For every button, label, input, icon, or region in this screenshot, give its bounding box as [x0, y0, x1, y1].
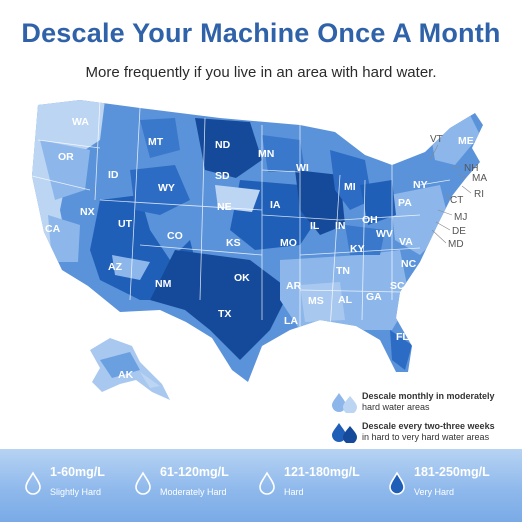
- state-label: TN: [336, 265, 350, 277]
- state-label: GA: [366, 291, 382, 303]
- state-label: TX: [218, 308, 231, 320]
- state-label: UT: [118, 218, 133, 230]
- state-label: KY: [350, 243, 365, 255]
- state-label: AZ: [108, 261, 123, 273]
- state-callout: DE: [452, 226, 466, 237]
- state-label: CO: [167, 230, 183, 242]
- state-label: ND: [215, 139, 231, 151]
- state-label: OH: [362, 214, 378, 226]
- hardness-label: Moderately Hard: [160, 487, 227, 497]
- legend-moderate-bold: Descale monthly in moderately: [362, 391, 495, 401]
- hardness-scale-bar: 1-60mg/L Slightly Hard 61-120mg/L Modera…: [0, 449, 522, 522]
- page-subtitle: More frequently if you live in an area w…: [85, 64, 437, 81]
- state-label: VA: [399, 236, 413, 248]
- state-label: FL: [396, 331, 409, 343]
- state-label: OR: [58, 151, 74, 163]
- hardness-range: 181-250mg/L: [414, 465, 490, 479]
- state-label: NE: [217, 201, 232, 213]
- state-label: PA: [398, 197, 412, 209]
- hardness-label: Very Hard: [414, 487, 455, 497]
- legend-hard-rest: in hard to very hard water areas: [362, 432, 490, 442]
- hardness-range: 1-60mg/L: [50, 465, 105, 479]
- state-callout: NH: [464, 163, 478, 174]
- state-label: WA: [72, 116, 89, 128]
- state-label: NM: [155, 278, 172, 290]
- drop-filled-icon: [389, 471, 405, 495]
- state-labels: WA OR CA NX ID MT WY UT AZ CO NM ND SD N…: [45, 116, 428, 381]
- state-label: CA: [45, 223, 61, 235]
- state-label: MS: [308, 295, 324, 307]
- state-callout: RI: [474, 189, 484, 200]
- us-water-hardness-map: WA OR CA NX ID MT WY UT AZ CO NM ND SD N…: [32, 100, 487, 400]
- state-label: MI: [344, 181, 356, 193]
- state-callout: VT: [430, 134, 443, 145]
- state-callout: ME: [458, 135, 474, 147]
- northeast-callouts: VT ME NH MA RI CT MJ DE MD: [429, 134, 487, 250]
- light-drops-icon: [332, 393, 357, 413]
- state-label: MT: [148, 136, 164, 148]
- hardness-label: Slightly Hard: [50, 487, 102, 497]
- legend-hard-bold: Descale every two-three weeks: [362, 421, 495, 431]
- state-label: MO: [280, 237, 297, 249]
- state-callout: MA: [472, 173, 487, 184]
- state-label: IA: [270, 199, 281, 211]
- page-title: Descale Your Machine Once A Month: [21, 18, 501, 48]
- legend-moderate-rest: hard water areas: [362, 402, 430, 412]
- state-label: WV: [376, 228, 393, 240]
- state-label: AK: [118, 369, 134, 381]
- hardness-range: 121-180mg/L: [284, 465, 360, 479]
- state-label: OK: [234, 272, 250, 284]
- state-label: NC: [401, 258, 417, 270]
- state-label: IN: [335, 220, 346, 232]
- state-callout: MJ: [454, 212, 467, 223]
- drop-outline-icon: [135, 471, 151, 495]
- state-label: LA: [284, 315, 298, 327]
- state-label: WI: [296, 162, 309, 174]
- hardness-range: 61-120mg/L: [160, 465, 229, 479]
- state-label: AL: [338, 294, 353, 306]
- drop-outline-icon: [259, 471, 275, 495]
- state-label: IL: [310, 220, 320, 232]
- state-label: SD: [215, 170, 230, 182]
- state-label: WY: [158, 182, 175, 194]
- state-label: MN: [258, 148, 274, 160]
- dark-drops-icon: [332, 423, 357, 443]
- state-callout: CT: [450, 195, 463, 206]
- hardness-label: Hard: [284, 487, 304, 497]
- state-label: NY: [413, 179, 428, 191]
- state-label: NX: [80, 206, 95, 218]
- drop-outline-icon: [25, 471, 41, 495]
- state-label: AR: [286, 280, 302, 292]
- state-label: KS: [226, 237, 241, 249]
- state-label: SC: [390, 280, 405, 292]
- state-label: ID: [108, 169, 119, 181]
- state-callout: MD: [448, 239, 464, 250]
- contiguous-us: [32, 100, 483, 382]
